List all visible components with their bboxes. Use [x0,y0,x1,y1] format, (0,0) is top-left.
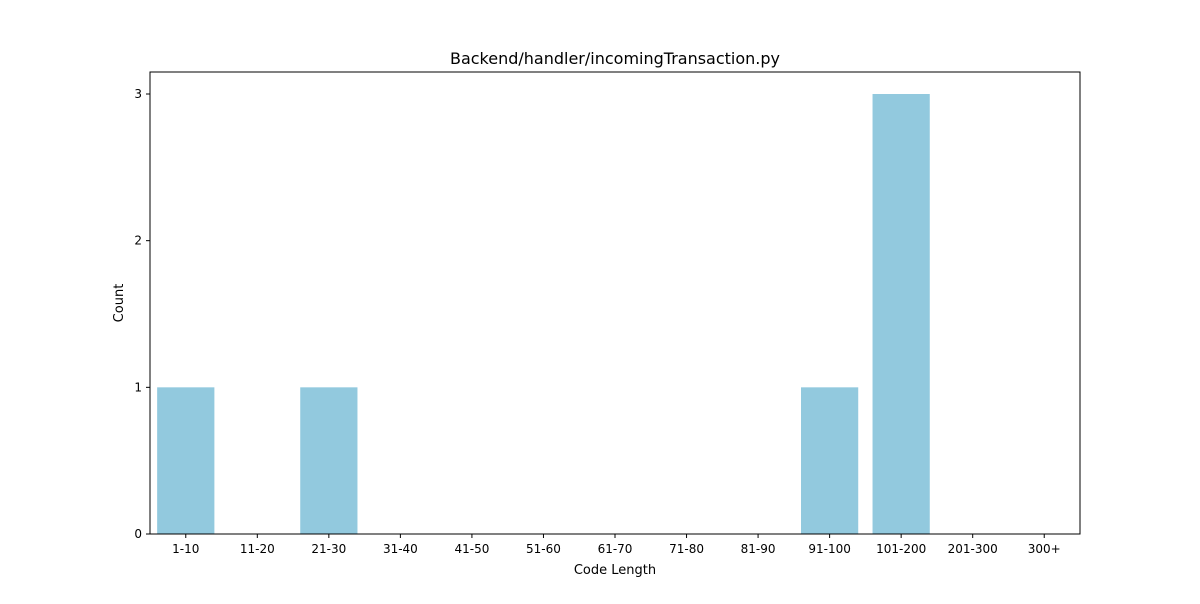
x-tick-label: 300+ [1028,542,1061,556]
y-tick-label: 3 [134,87,142,101]
plot-frame [149,71,1081,535]
bar-1-10 [157,387,215,534]
bar-101-200 [872,94,930,534]
x-tick-label: 201-300 [948,542,998,556]
x-tick-label: 51-60 [526,542,561,556]
x-tick-label: 81-90 [741,542,776,556]
x-tick-label: 1-10 [172,542,199,556]
chart-title: Backend/handler/incomingTransaction.py [450,49,780,68]
bar-21-30 [300,387,358,534]
y-axis: 0 1 2 3 [134,87,150,541]
y-tick-label: 1 [134,380,142,394]
x-tick-label: 31-40 [383,542,418,556]
x-tick-label: 101-200 [876,542,926,556]
x-axis-label: Code Length [574,563,656,578]
y-axis-label: Count [112,284,127,323]
x-tick-label: 41-50 [454,542,489,556]
x-tick-label: 91-100 [808,542,851,556]
x-axis: 1-10 11-20 21-30 31-40 41-50 51-60 61-70 71-80 8… [172,534,1061,556]
bar-91-100 [801,387,859,534]
y-tick-label: 0 [134,527,142,541]
x-tick-label: 61-70 [598,542,633,556]
x-tick-label: 21-30 [311,542,346,556]
x-tick-label: 71-80 [669,542,704,556]
bars-group [157,94,930,534]
x-tick-label: 11-20 [240,542,275,556]
y-tick-label: 2 [134,234,142,248]
